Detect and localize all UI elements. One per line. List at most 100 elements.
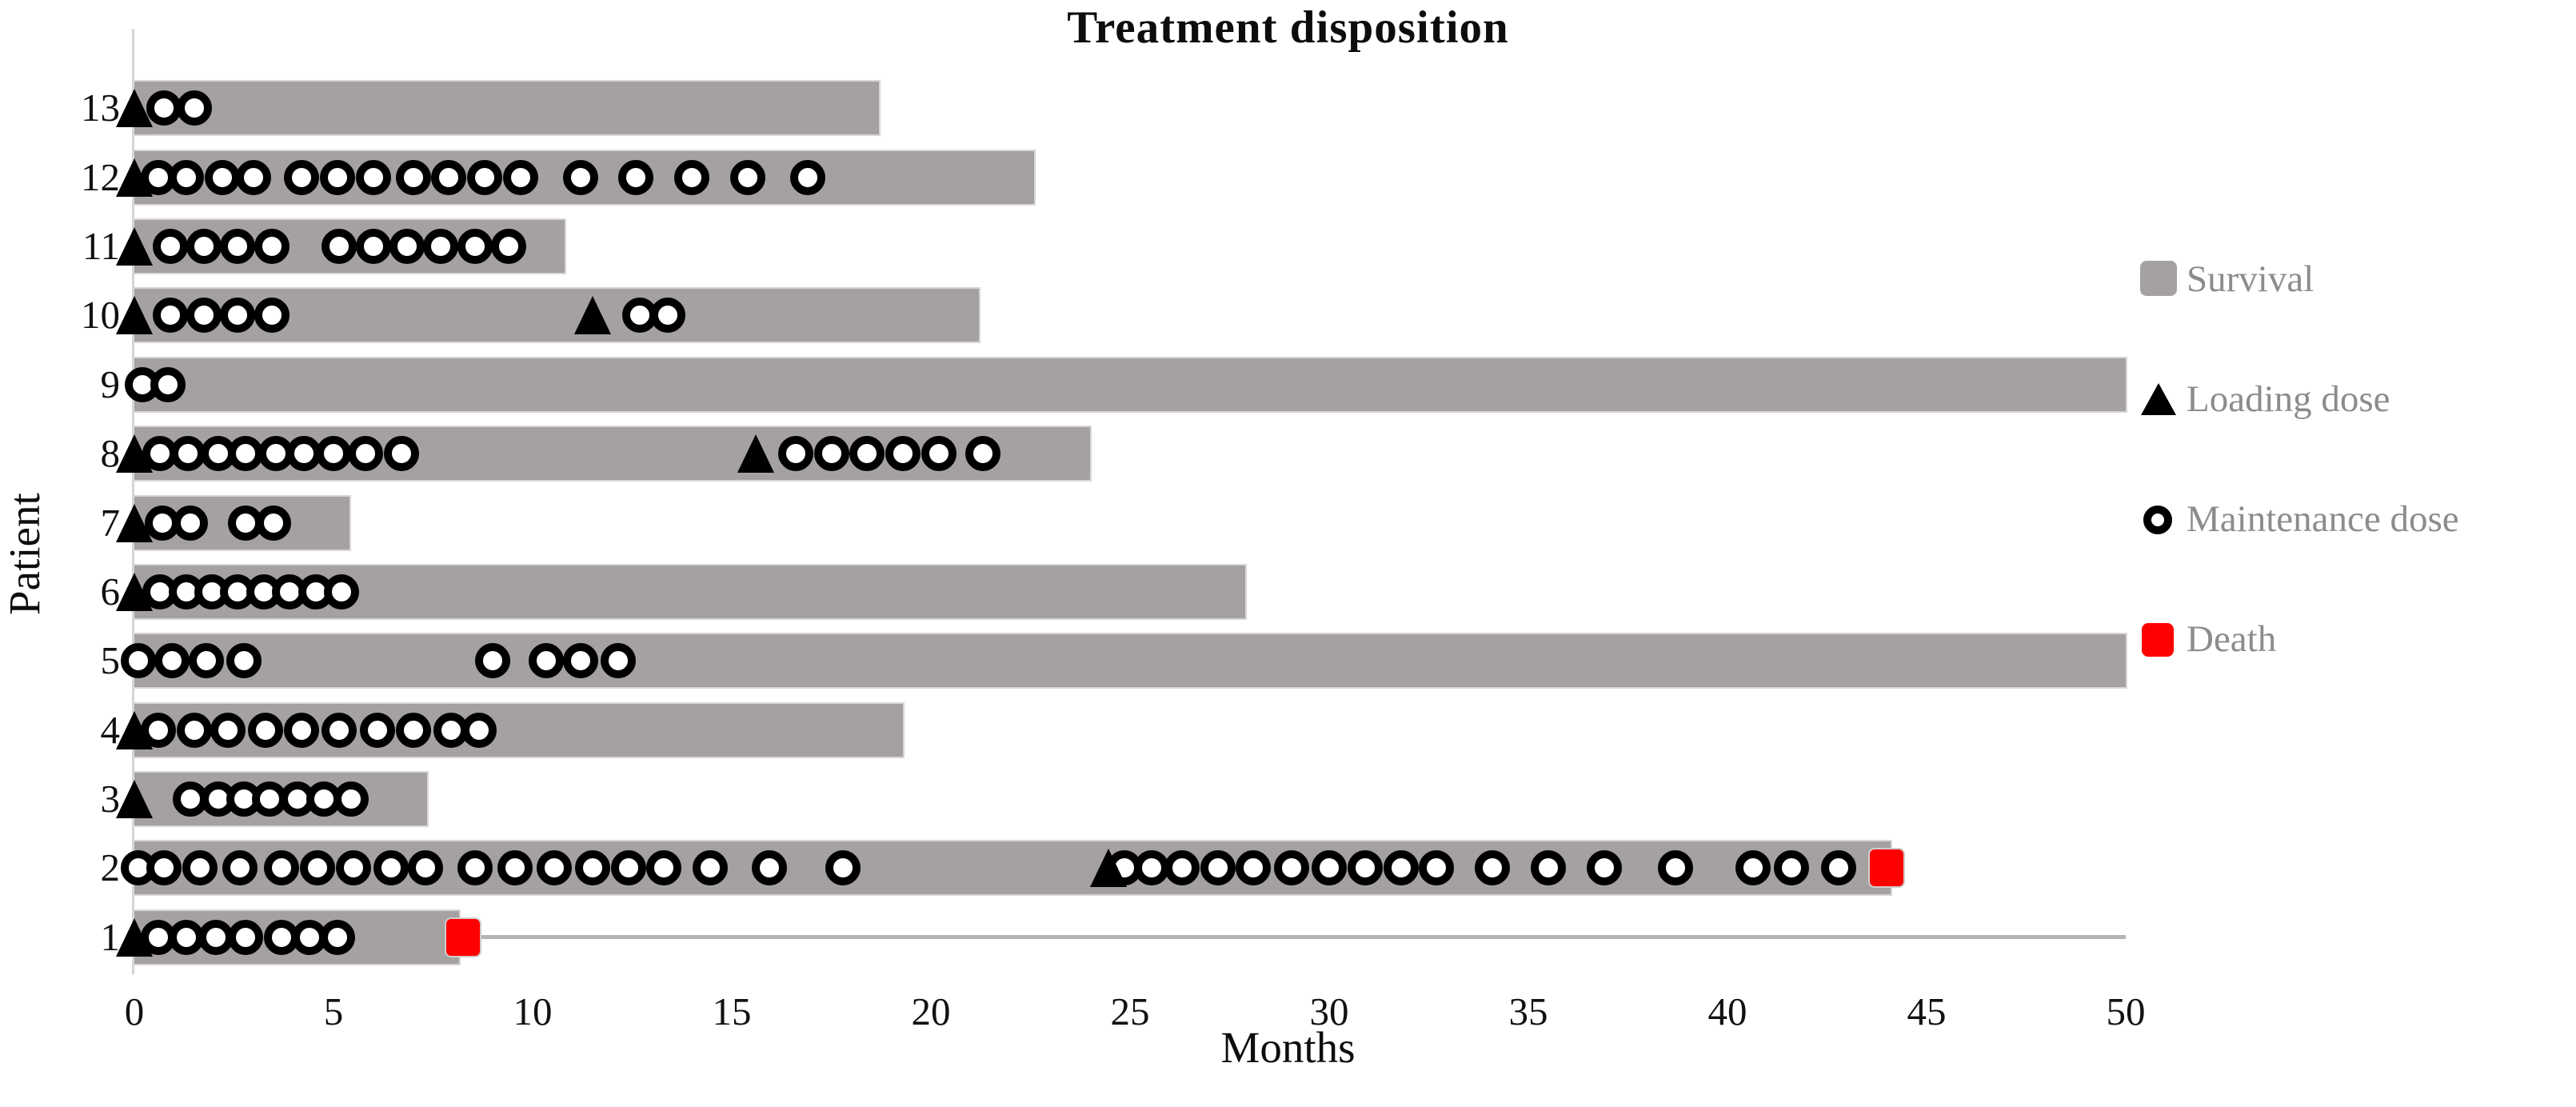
maintenance-dose-marker — [222, 850, 258, 886]
maintenance-dose-marker — [1312, 850, 1347, 886]
maintenance-dose-marker — [220, 228, 256, 264]
loading-dose-marker — [116, 710, 153, 749]
maintenance-dose-marker — [322, 228, 357, 264]
y-axis-label: 1 — [100, 914, 121, 959]
maintenance-dose-marker — [491, 228, 527, 264]
maintenance-dose-marker — [355, 159, 391, 195]
maintenance-dose-marker — [1658, 850, 1694, 886]
legend-label: Maintenance dose — [2187, 498, 2459, 540]
maintenance-dose-marker — [537, 850, 573, 886]
loading-dose-marker — [116, 780, 153, 819]
maintenance-dose-marker — [335, 850, 371, 886]
maintenance-dose-marker — [319, 159, 355, 195]
maintenance-dose-marker — [188, 643, 224, 679]
maintenance-dose-marker — [467, 159, 503, 195]
maintenance-dose-marker — [220, 298, 256, 334]
y-axis-label: 4 — [100, 707, 121, 752]
maintenance-dose-marker — [154, 643, 190, 679]
maintenance-dose-marker — [316, 436, 351, 472]
open-circle-legend-icon — [2143, 506, 2172, 534]
maintenance-dose-marker — [646, 850, 682, 886]
maintenance-dose-marker — [1530, 850, 1566, 886]
loading-dose-marker — [1089, 849, 1127, 888]
x-tick-label: 15 — [712, 989, 752, 1033]
y-axis-line — [132, 29, 134, 974]
maintenance-dose-marker — [176, 90, 212, 126]
maintenance-dose-marker — [1164, 850, 1200, 886]
x-tick-label: 10 — [513, 989, 553, 1033]
triangle-legend-icon — [2141, 383, 2176, 415]
maintenance-dose-marker — [182, 850, 218, 886]
y-axis-label: 5 — [100, 638, 121, 683]
maintenance-dose-marker — [254, 228, 290, 264]
legend-label: Death — [2187, 618, 2277, 660]
maintenance-dose-marker — [264, 850, 300, 886]
maintenance-dose-marker — [777, 436, 813, 472]
maintenance-dose-marker — [618, 159, 654, 195]
maintenance-dose-marker — [319, 919, 355, 955]
maintenance-dose-marker — [284, 159, 320, 195]
maintenance-dose-marker — [497, 850, 533, 886]
x-axis-title: Months — [1220, 1023, 1356, 1072]
maintenance-dose-marker — [236, 159, 272, 195]
maintenance-dose-marker — [562, 643, 598, 679]
maintenance-dose-marker — [813, 436, 849, 472]
survival-bar-patient-13 — [132, 80, 881, 137]
y-axis-label: 2 — [100, 845, 121, 890]
y-axis-title: Patient — [0, 493, 49, 616]
maintenance-dose-marker — [284, 712, 320, 748]
maintenance-dose-marker — [1735, 850, 1771, 886]
maintenance-dose-marker — [1586, 850, 1622, 886]
maintenance-dose-marker — [395, 159, 431, 195]
maintenance-dose-marker — [168, 159, 204, 195]
maintenance-dose-marker — [228, 919, 264, 955]
maintenance-dose-marker — [789, 159, 825, 195]
x-tick-label: 50 — [2106, 989, 2146, 1033]
square-legend-icon — [2142, 623, 2174, 657]
maintenance-dose-marker — [373, 850, 409, 886]
maintenance-dose-marker — [323, 573, 359, 609]
maintenance-dose-marker — [1773, 850, 1809, 886]
maintenance-dose-marker — [248, 712, 284, 748]
loading-dose-marker — [116, 89, 153, 128]
maintenance-dose-marker — [574, 850, 610, 886]
loading-dose-marker — [116, 503, 153, 542]
loading-dose-marker — [116, 226, 153, 266]
death-marker — [1868, 848, 1906, 889]
maintenance-dose-marker — [359, 712, 395, 748]
loading-dose-marker — [116, 296, 153, 335]
loading-dose-marker — [737, 434, 774, 474]
legend-label: Survival — [2187, 258, 2314, 300]
death-marker — [444, 917, 481, 957]
survival-bar-patient-5 — [133, 633, 2127, 689]
maintenance-dose-marker — [457, 228, 493, 264]
maintenance-dose-marker — [1236, 850, 1272, 886]
loading-dose-marker — [116, 572, 153, 611]
maintenance-dose-marker — [300, 850, 336, 886]
maintenance-dose-marker — [204, 159, 240, 195]
maintenance-dose-marker — [1383, 850, 1419, 886]
maintenance-dose-marker — [601, 643, 637, 679]
loading-dose-marker — [116, 434, 153, 474]
y-axis-label: 11 — [82, 223, 120, 268]
x-tick-label: 0 — [124, 989, 145, 1033]
x-tick-label: 20 — [911, 989, 951, 1033]
maintenance-dose-marker — [152, 228, 188, 264]
maintenance-dose-marker — [475, 643, 511, 679]
maintenance-dose-marker — [674, 159, 710, 195]
maintenance-dose-marker — [322, 712, 357, 748]
y-axis-label: 9 — [100, 362, 121, 406]
maintenance-dose-marker — [383, 436, 419, 472]
maintenance-dose-marker — [150, 366, 186, 402]
x-tick-label: 40 — [1707, 989, 1747, 1033]
maintenance-dose-marker — [431, 159, 467, 195]
legend-label: Loading dose — [2187, 378, 2390, 420]
maintenance-dose-marker — [146, 850, 182, 886]
legend: Survival Loading dose Maintenance dose Deat… — [2140, 0, 2572, 1107]
plot-area — [116, 74, 2127, 972]
maintenance-dose-marker — [849, 436, 885, 472]
maintenance-dose-marker — [529, 643, 565, 679]
maintenance-dose-marker — [172, 505, 208, 541]
maintenance-dose-marker — [186, 228, 222, 264]
maintenance-dose-marker — [1273, 850, 1309, 886]
